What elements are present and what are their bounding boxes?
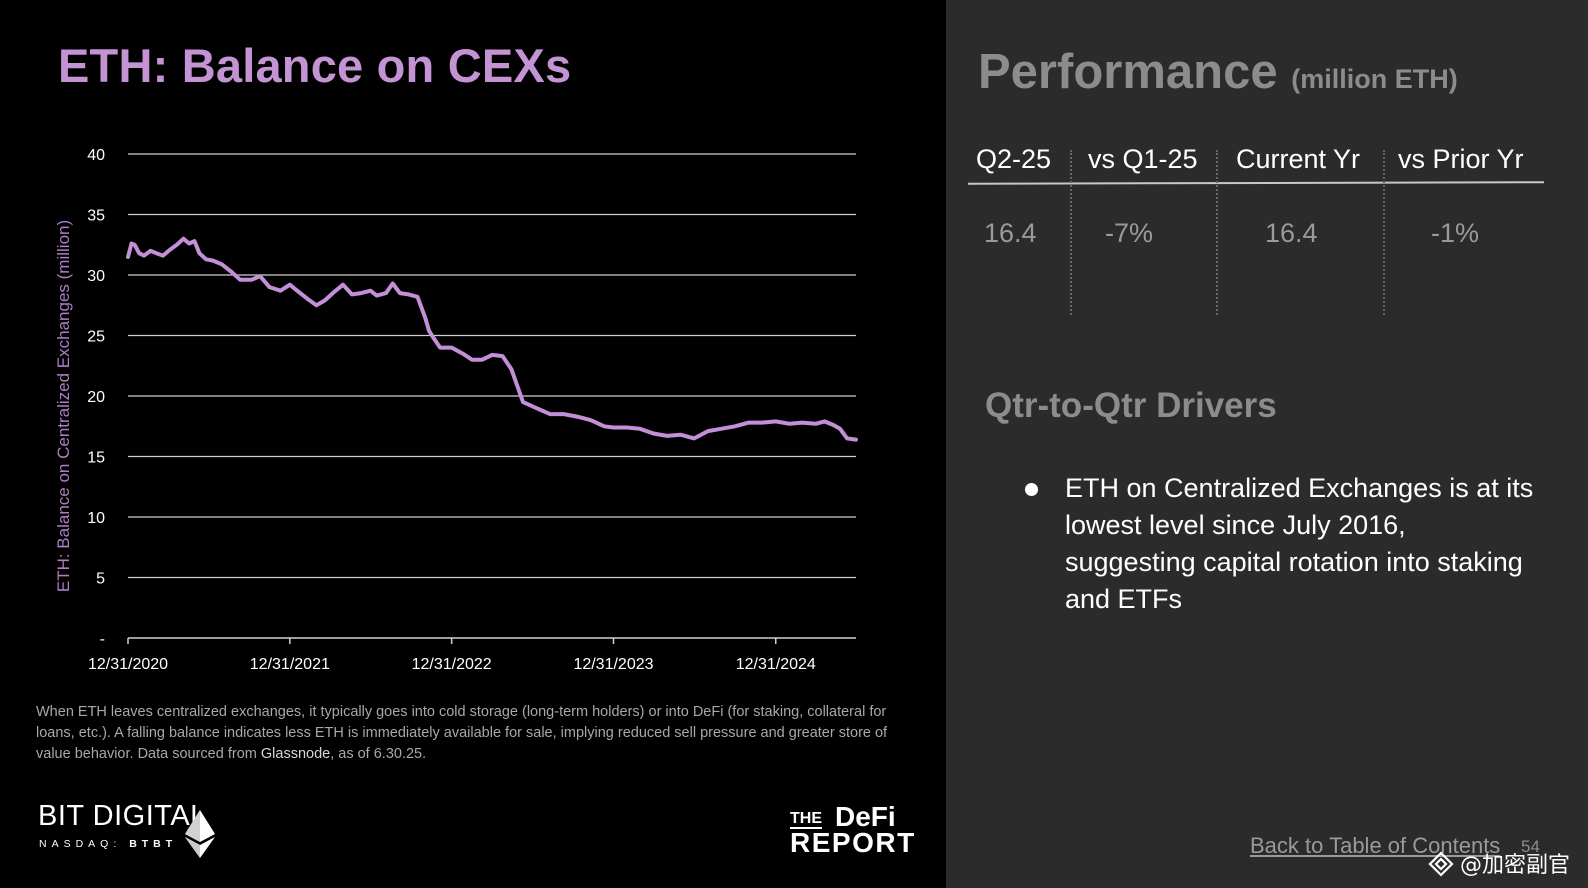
series-line [126,236,858,442]
page-number: 54 [1521,837,1540,856]
bit-digital-ticker: NASDAQ: BTBT [39,838,177,850]
column-separator [1070,150,1072,315]
ticker-exchange: NASDAQ: [39,838,122,850]
y-tick-label: 5 [96,571,105,588]
defi-logo-report: REPORT [790,827,916,858]
header-current-yr: Current Yr [1236,144,1361,174]
value-q2-25: 16.4 [984,218,1037,248]
x-axis-ticks: 12/31/2020 12/31/2021 12/31/2022 12/31/2023… [88,638,816,673]
y-tick-label: 25 [87,329,105,346]
value-current-yr: 16.4 [1265,218,1318,248]
header-q2-25: Q2-25 [976,144,1052,174]
y-tick-label: 40 [87,147,105,164]
defi-report-logo: THE DeFi REPORT [790,801,914,860]
defi-logo-the: THE [790,810,822,829]
left-panel [0,0,946,888]
y-axis-ticks: - 5 10 15 20 25 30 35 40 [87,147,105,648]
driver-bullet: ETH on Centralized Exchanges is at its l… [1065,473,1534,614]
y-tick-label: 15 [87,450,105,467]
y-tick-label: - [100,631,105,648]
bullet-icon [1025,483,1038,496]
ticker-symbol: BTBT [129,838,178,850]
defi-logo-defi: DeFi [835,801,896,832]
header-vs-q1-25: vs Q1-25 [1088,144,1198,174]
footnote-source: Glassnode [260,746,331,762]
bit-digital-logo-text: BIT DIGITAL [38,800,207,832]
y-tick-label: 10 [87,510,105,527]
value-vs-q1-25: -7% [1105,218,1154,248]
y-tick-label: 20 [87,389,105,406]
performance-table: Q2-25 vs Q1-25 Current Yr vs Prior Yr 16… [967,140,1545,320]
performance-unit: (million ETH) [1291,64,1458,94]
header-vs-prior-yr: vs Prior Yr [1398,144,1524,174]
x-tick-label: 12/31/2021 [250,656,330,673]
footnote-text: When ETH leaves centralized exchanges, i… [36,704,888,762]
right-panel [946,0,1588,888]
y-tick-label: 35 [87,208,105,225]
watermark: @加密副官 [1460,853,1571,878]
value-vs-prior-yr: -1% [1431,218,1480,248]
drivers-title: Qtr-to-Qtr Drivers [985,386,1277,425]
column-separator [1216,150,1218,315]
slide-title: ETH: Balance on CEXs [58,39,572,92]
y-tick-label: 30 [87,268,105,285]
performance-title: Performance (million ETH) [978,44,1458,100]
x-tick-label: 12/31/2023 [573,656,653,673]
performance-title-text: Performance [978,45,1278,99]
chart-series [126,236,858,442]
x-tick-label: 12/31/2024 [736,656,816,673]
chart-footnote: When ETH leaves centralized exchanges, i… [36,702,896,765]
footnote-date: , as of 6.30.25. [330,746,427,762]
x-tick-label: 12/31/2022 [412,656,492,673]
chart-gridlines [128,153,856,639]
column-separator [1383,150,1385,315]
y-axis-label: ETH: Balance on Centralized Exchanges (m… [54,220,73,592]
back-to-contents-link[interactable]: Back to Table of Contents [1250,833,1501,858]
binance-square-icon [1428,851,1454,877]
ethereum-icon [185,810,215,858]
x-tick-label: 12/31/2020 [88,656,168,673]
header-rule [967,181,1545,185]
bit-digital-logo: BIT DIGITAL NASDAQ: BTBT [38,800,218,860]
